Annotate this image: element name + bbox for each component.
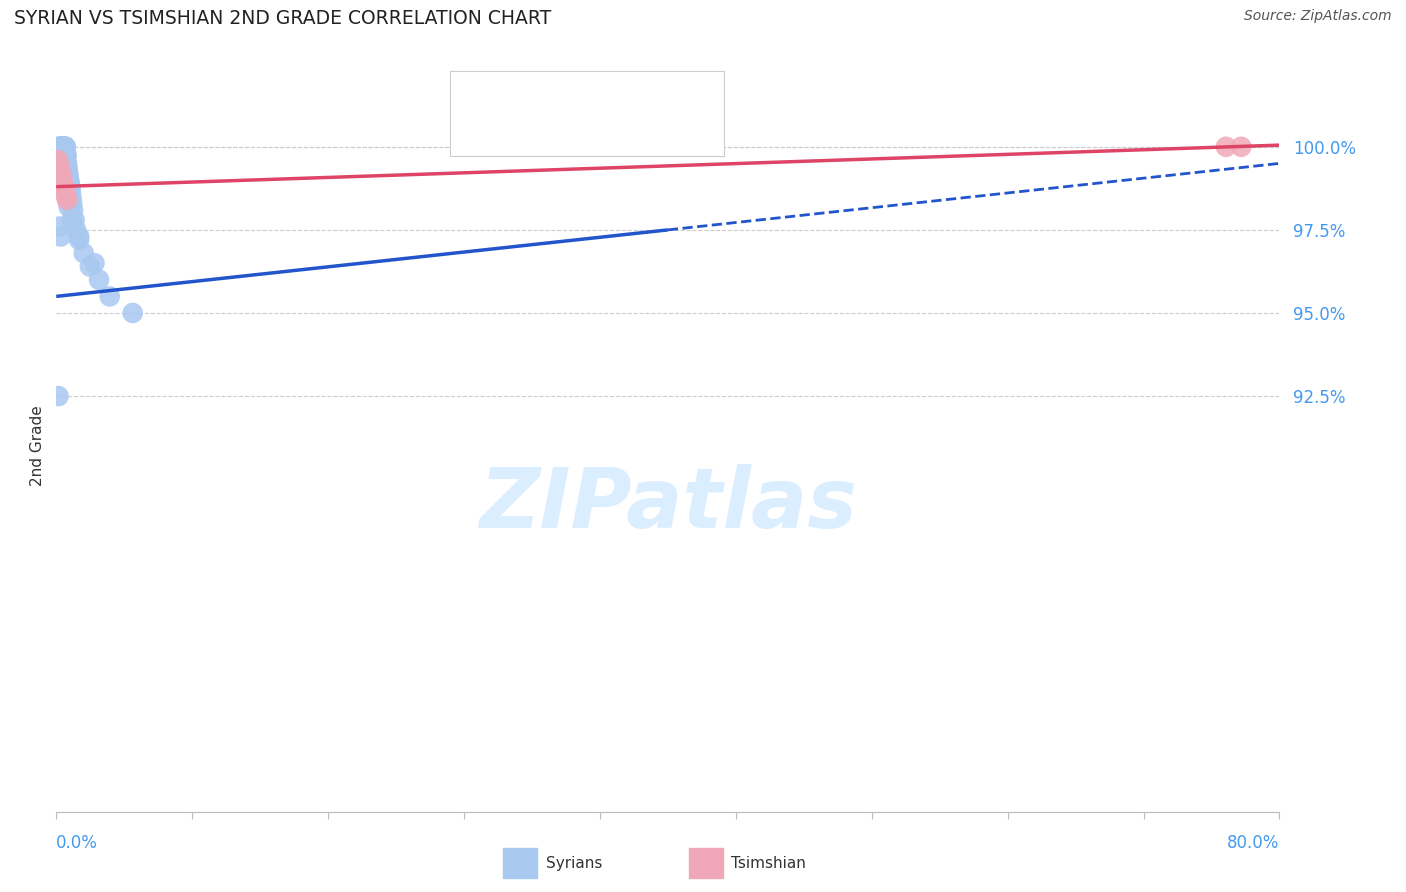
Point [49, 140, 72, 154]
Point [83, 256, 105, 270]
Point [53, 140, 76, 154]
Point [48, 140, 70, 154]
Text: ZIPatlas: ZIPatlas [479, 464, 856, 545]
Point [56, 156, 79, 170]
Text: N =: N = [603, 124, 640, 142]
Point [60, 213, 83, 227]
Point [55, 183, 77, 197]
Point [56, 163, 79, 178]
Bar [456, 119, 494, 148]
Point [49, 166, 72, 180]
Y-axis label: 2nd Grade: 2nd Grade [30, 406, 45, 486]
Bar [503, 847, 537, 879]
Point [79, 260, 101, 274]
Point [52, 140, 75, 154]
Point [53, 140, 76, 154]
Point [1215, 140, 1237, 154]
Point [65, 223, 87, 237]
Point [51, 140, 73, 154]
Point [49, 229, 72, 244]
Point [98, 289, 121, 303]
Point [55, 150, 77, 164]
Point [121, 306, 143, 320]
Point [58, 173, 80, 187]
Point [51, 140, 73, 154]
Point [67, 229, 90, 244]
Text: 0.370: 0.370 [540, 124, 593, 142]
Point [56, 160, 79, 174]
Text: 15: 15 [643, 124, 665, 142]
Point [51, 166, 73, 180]
Point [55, 140, 77, 154]
Point [60, 189, 83, 203]
Point [657, 140, 679, 154]
Point [60, 196, 83, 211]
Point [49, 156, 72, 170]
Point [51, 140, 73, 154]
Point [55, 189, 77, 203]
Point [49, 140, 72, 154]
Point [48, 219, 70, 234]
Bar [689, 847, 723, 879]
Point [73, 246, 96, 260]
Point [67, 233, 90, 247]
Point [52, 177, 75, 191]
Point [48, 156, 70, 170]
Point [48, 160, 70, 174]
Point [55, 186, 77, 201]
Text: 0.108: 0.108 [540, 85, 593, 103]
Text: N =: N = [603, 85, 640, 103]
Point [53, 183, 76, 197]
Point [59, 177, 82, 191]
Point [55, 146, 77, 161]
Point [56, 189, 79, 203]
Point [59, 179, 82, 194]
Text: R =: R = [502, 85, 538, 103]
Text: Source: ZipAtlas.com: Source: ZipAtlas.com [1244, 9, 1392, 23]
Bar [456, 79, 494, 109]
Text: R =: R = [502, 124, 538, 142]
Point [48, 389, 70, 403]
Point [52, 140, 75, 154]
Point [56, 166, 79, 180]
Point [52, 179, 75, 194]
Point [1230, 140, 1253, 154]
Point [62, 202, 84, 217]
Point [87, 273, 110, 287]
Point [56, 193, 79, 207]
Text: 0.0%: 0.0% [56, 834, 98, 852]
Point [52, 140, 75, 154]
Text: Tsimshian: Tsimshian [731, 855, 806, 871]
Text: SYRIAN VS TSIMSHIAN 2ND GRADE CORRELATION CHART: SYRIAN VS TSIMSHIAN 2ND GRADE CORRELATIO… [14, 9, 551, 28]
Point [58, 200, 80, 214]
Text: 80.0%: 80.0% [1227, 834, 1279, 852]
Point [53, 140, 76, 154]
Point [55, 140, 77, 154]
Point [58, 169, 80, 184]
Point [52, 140, 75, 154]
Point [59, 183, 82, 197]
Point [48, 140, 70, 154]
Point [46, 153, 69, 167]
Text: 52: 52 [643, 85, 665, 103]
Text: Syrians: Syrians [546, 855, 602, 871]
Point [51, 173, 73, 187]
Point [52, 173, 75, 187]
Point [63, 213, 86, 227]
Point [49, 140, 72, 154]
Point [49, 163, 72, 178]
Point [51, 169, 73, 184]
